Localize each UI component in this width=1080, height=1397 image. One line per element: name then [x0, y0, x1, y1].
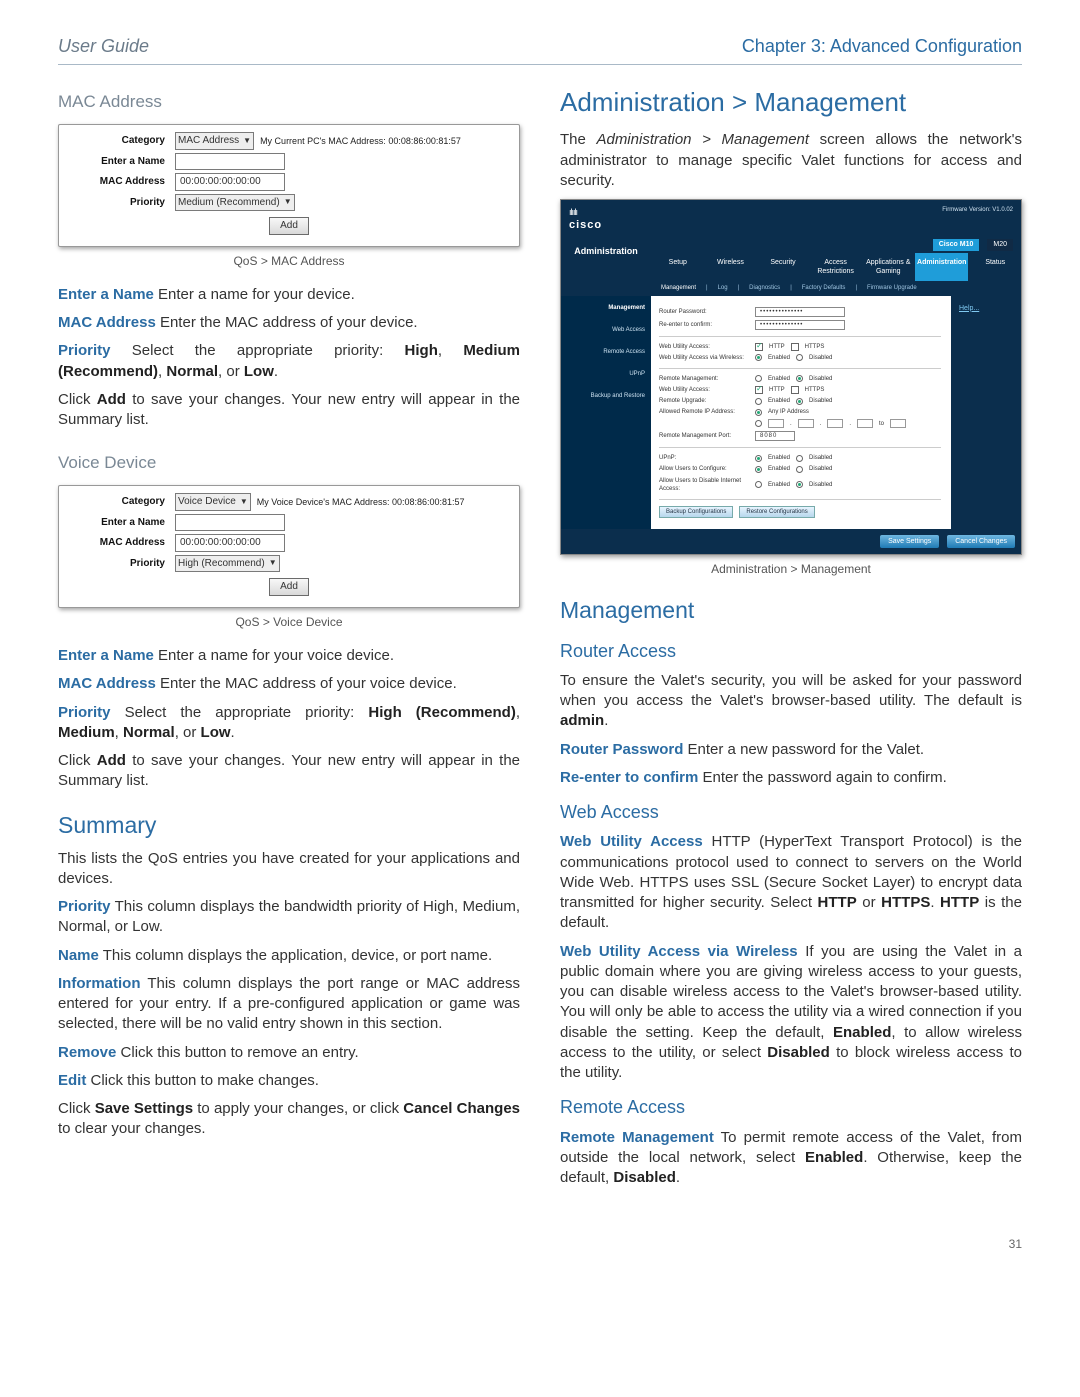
wireless-enabled-radio[interactable]	[755, 354, 762, 361]
remote-access-heading: Remote Access	[560, 1095, 1022, 1119]
tab-status[interactable]: Status	[968, 253, 1021, 282]
tab-access[interactable]: Access Restrictions	[809, 253, 862, 282]
chevron-down-icon: ▼	[240, 497, 248, 508]
cisco-logo: cisco	[569, 218, 602, 233]
model-badge: M20	[987, 239, 1013, 250]
qos-name-input[interactable]	[175, 153, 285, 171]
qos-voice-caption: QoS > Voice Device	[58, 614, 520, 630]
voice-heading: Voice Device	[58, 452, 520, 475]
summary-p1: This lists the QoS entries you have crea…	[58, 849, 520, 890]
http-checkbox[interactable]	[755, 343, 763, 351]
qos-add-button[interactable]: Add	[269, 217, 309, 235]
page-number: 31	[58, 1236, 1022, 1252]
mac-p2-text: Enter the MAC address of your device.	[156, 314, 418, 331]
left-column: MAC Address Category MAC Address▼ My Cur…	[58, 85, 520, 1196]
router-password-input[interactable]: ••••••••••••••	[755, 307, 845, 317]
tab-security[interactable]: Security	[756, 253, 809, 282]
summary-heading: Summary	[58, 810, 520, 841]
mac-p1-label: Enter a Name	[58, 286, 154, 303]
qos-add-button[interactable]: Add	[269, 578, 309, 596]
chevron-down-icon: ▼	[269, 558, 277, 569]
qos-category-select[interactable]: MAC Address▼	[175, 132, 254, 150]
qos-priority-select[interactable]: Medium (Recommend)▼	[175, 194, 295, 212]
confirm-password-input[interactable]: ••••••••••••••	[755, 320, 845, 330]
router-access-heading: Router Access	[560, 639, 1022, 663]
qos-mac-label: MAC Address	[65, 175, 175, 189]
admin-screenshot: ılıılı cisco Firmware Version: V1.0.02 A…	[560, 199, 1022, 555]
save-settings-button[interactable]: Save Settings	[880, 535, 939, 548]
admin-caption: Administration > Management	[560, 561, 1022, 577]
subtab-log[interactable]: Log	[718, 284, 728, 292]
web-access-heading: Web Access	[560, 800, 1022, 824]
model-badge: Cisco M10	[933, 239, 980, 250]
qos-category-select[interactable]: Voice Device▼	[175, 493, 251, 511]
chevron-down-icon: ▼	[243, 136, 251, 147]
management-heading: Management	[560, 595, 1022, 626]
wireless-disabled-radio[interactable]	[796, 354, 803, 361]
firmware-version: Firmware Version: V1.0.02	[942, 206, 1013, 214]
qos-category-label: Category	[65, 134, 175, 148]
qos-priority-select[interactable]: High (Recommend)▼	[175, 555, 280, 573]
mac-p3-label: Priority	[58, 342, 111, 359]
tab-apps[interactable]: Applications & Gaming	[861, 253, 914, 282]
header-left: User Guide	[58, 34, 149, 58]
https-checkbox[interactable]	[791, 343, 799, 351]
qos-name-input[interactable]	[175, 514, 285, 532]
right-column: Administration > Management The Administ…	[560, 85, 1022, 1196]
qos-mac-input[interactable]: 00:00:00:00:00:00	[175, 534, 285, 552]
mac-p1-text: Enter a name for your device.	[154, 286, 355, 303]
subtab-diag[interactable]: Diagnostics	[749, 284, 780, 292]
subtab-firmware[interactable]: Firmware Upgrade	[867, 284, 917, 292]
qos-mac-screenshot: Category MAC Address▼ My Current PC's MA…	[58, 124, 520, 247]
tab-setup[interactable]: Setup	[651, 253, 704, 282]
backup-button[interactable]: Backup Configurations	[659, 506, 733, 518]
page-header: User Guide Chapter 3: Advanced Configura…	[58, 34, 1022, 65]
admin-title: Administration > Management	[560, 85, 1022, 120]
mac-p2-label: MAC Address	[58, 314, 156, 331]
help-link[interactable]: Help...	[959, 305, 979, 312]
tab-wireless[interactable]: Wireless	[704, 253, 757, 282]
cisco-bars-icon: ılıılı	[569, 206, 602, 218]
mac-heading: MAC Address	[58, 91, 520, 114]
header-right: Chapter 3: Advanced Configuration	[742, 34, 1022, 58]
cancel-changes-button[interactable]: Cancel Changes	[947, 535, 1015, 548]
admin-side-label: Administration	[561, 237, 651, 295]
admin-form: Router Password:•••••••••••••• Re-enter …	[651, 296, 951, 529]
qos-priority-label: Priority	[65, 196, 175, 210]
subtab-management[interactable]: Management	[661, 284, 696, 292]
qos-voice-screenshot: Category Voice Device▼ My Voice Device's…	[58, 485, 520, 608]
subtab-factory[interactable]: Factory Defaults	[802, 284, 846, 292]
qos-mac-input[interactable]: 00:00:00:00:00:00	[175, 173, 285, 191]
qos-name-label: Enter a Name	[65, 155, 175, 169]
qos-mac-note: My Current PC's MAC Address: 00:08:86:00…	[260, 135, 461, 147]
qos-mac-caption: QoS > MAC Address	[58, 253, 520, 269]
tab-admin[interactable]: Administration	[914, 253, 968, 282]
chevron-down-icon: ▼	[284, 197, 292, 208]
restore-button[interactable]: Restore Configurations	[739, 506, 814, 518]
admin-leftnav: Management Web Access Remote Access UPnP…	[561, 296, 651, 529]
